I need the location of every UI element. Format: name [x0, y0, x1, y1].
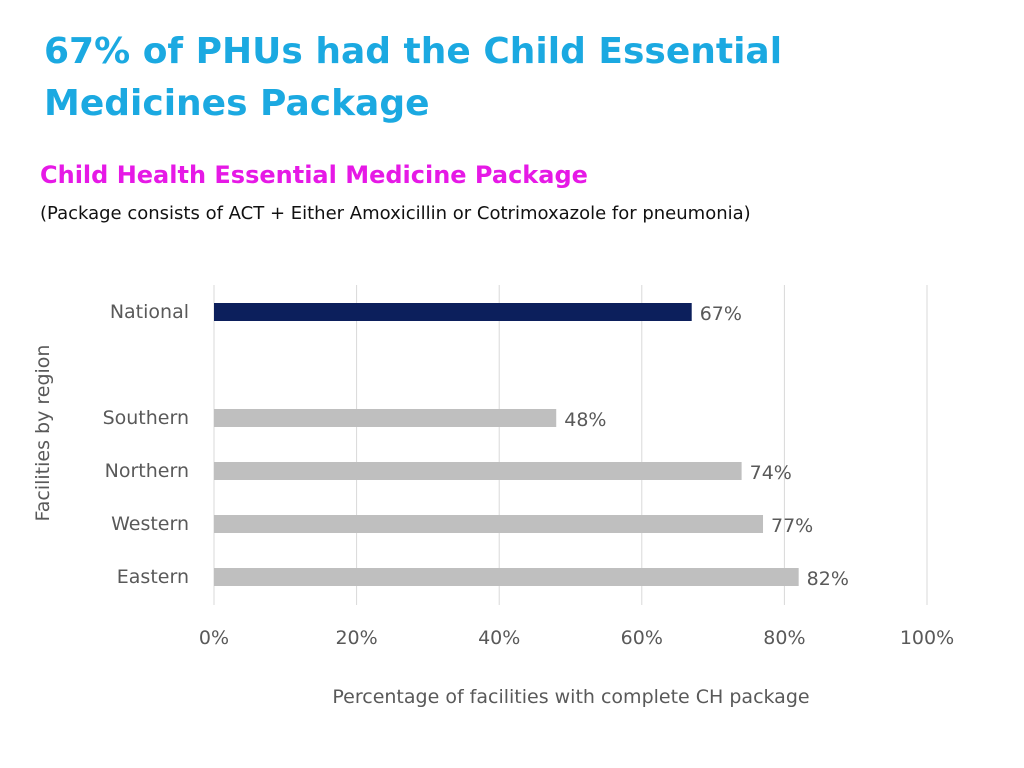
category-label: Western	[111, 513, 189, 535]
x-tick-label: 20%	[335, 627, 377, 649]
bar-national	[214, 303, 692, 321]
gridlines	[213, 285, 928, 605]
x-tick-label: 40%	[478, 627, 520, 649]
x-tick-label: 100%	[900, 627, 954, 649]
slide-title: 67% of PHUs had the Child Essential Medi…	[44, 31, 783, 124]
category-label: Eastern	[117, 566, 189, 588]
chart-subheading: (Package consists of ACT + Either Amoxic…	[40, 203, 751, 224]
y-axis-title: Facilities by region	[32, 345, 54, 522]
x-axis-title: Percentage of facilities with complete C…	[332, 686, 809, 708]
x-tick-label: 80%	[763, 627, 805, 649]
bar-southern	[214, 409, 557, 427]
bars	[214, 303, 799, 586]
chart-heading: Child Health Essential Medicine Package	[40, 161, 588, 189]
category-label: Northern	[105, 460, 189, 482]
category-label: National	[110, 301, 189, 323]
value-label: 67%	[700, 303, 742, 325]
category-label: Southern	[103, 407, 189, 429]
value-label: 77%	[771, 515, 813, 537]
x-tick-label: 0%	[199, 627, 229, 649]
bar-northern	[214, 462, 742, 480]
value-label: 82%	[807, 568, 849, 590]
value-label: 74%	[750, 462, 792, 484]
bar-eastern	[214, 568, 799, 586]
x-tick-label: 60%	[621, 627, 663, 649]
bar-western	[214, 515, 764, 533]
labels: 0% 20% 40% 60% 80% 100% National 67% Southern 48%…	[103, 301, 955, 649]
value-label: 48%	[564, 409, 606, 431]
